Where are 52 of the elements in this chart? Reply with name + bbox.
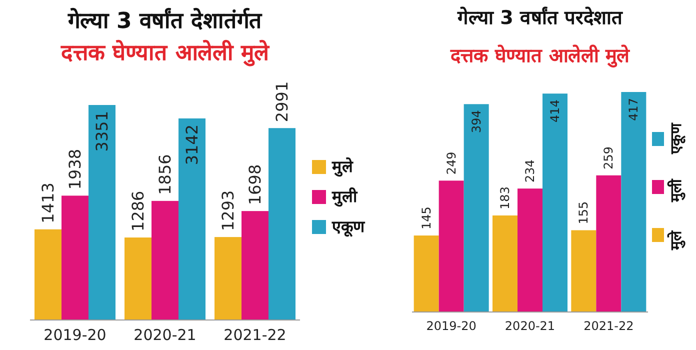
x-tick-label: 2019-20 — [426, 319, 476, 333]
data-label: 394 — [469, 110, 484, 134]
data-label: 259 — [602, 146, 616, 170]
data-label: 145 — [419, 206, 434, 230]
data-label: 1938 — [66, 148, 84, 190]
bar — [152, 200, 178, 320]
bar — [492, 215, 518, 312]
bar — [268, 128, 296, 320]
bar — [542, 94, 568, 312]
x-tick-label: 2021-22 — [584, 319, 634, 333]
data-label: 1698 — [246, 164, 264, 206]
chart-subtitle: दत्तक घेण्यात आलेली मुले — [60, 39, 270, 67]
bar — [34, 229, 62, 320]
legend-label: एकूण — [667, 122, 686, 155]
legend-label: मुले — [667, 230, 686, 251]
bar — [242, 211, 268, 320]
chart-title: गेल्या 3 वर्षांत देशातंर्गत — [66, 7, 264, 34]
data-label: 1856 — [156, 154, 174, 195]
data-label: 417 — [626, 98, 641, 121]
data-label: 2991 — [272, 81, 292, 122]
x-tick-label: 2020-21 — [134, 326, 196, 344]
legend-label: एकूण — [331, 217, 366, 237]
data-label: 414 — [548, 100, 562, 122]
bar — [438, 180, 464, 312]
bar — [596, 175, 622, 312]
data-label: 234 — [523, 160, 537, 183]
bar — [214, 237, 242, 320]
bar — [464, 104, 489, 312]
x-tick-label: 2019-20 — [44, 326, 106, 344]
bar — [414, 236, 439, 312]
bar — [518, 188, 542, 312]
legend-label: मुली — [331, 187, 358, 207]
bar — [124, 237, 152, 320]
legend-label: मुली — [667, 178, 686, 203]
bar — [62, 196, 88, 320]
data-label: 1286 — [128, 190, 148, 232]
bar — [88, 105, 116, 320]
data-label: 1293 — [218, 190, 238, 232]
chart-title: गेल्या 3 वर्षांत परदेशात — [456, 6, 624, 29]
data-label: 183 — [498, 186, 512, 210]
data-label: 249 — [444, 152, 458, 175]
legend-label: मुले — [331, 157, 354, 177]
x-tick-label: 2021-22 — [224, 326, 286, 344]
data-label: 3142 — [182, 124, 202, 166]
bar — [571, 230, 596, 312]
data-label: 1413 — [38, 182, 58, 224]
bar — [621, 92, 646, 312]
data-label: 155 — [576, 201, 591, 224]
x-tick-label: 2020-21 — [504, 319, 556, 333]
bar — [178, 118, 206, 320]
chart-subtitle: दत्तक घेण्यात आलेली मुले — [450, 44, 630, 68]
data-label: 3351 — [92, 111, 112, 152]
